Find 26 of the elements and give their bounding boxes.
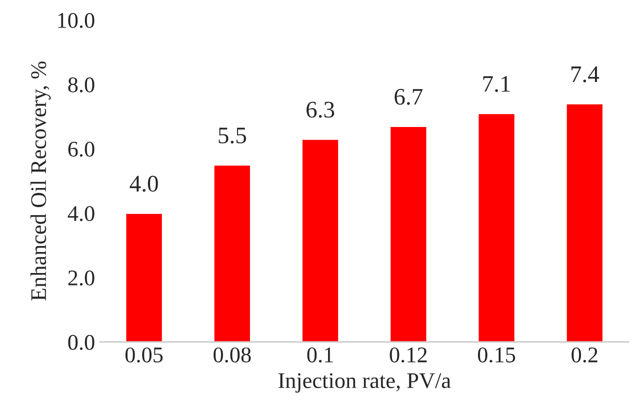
bar <box>212 164 252 342</box>
data-label: 6.3 <box>306 102 334 118</box>
y-tick-label: 6.0 <box>68 142 94 157</box>
bar <box>565 103 604 342</box>
data-label: 4.0 <box>130 176 158 192</box>
data-label: 6.7 <box>394 88 422 105</box>
y-tick-label: 2.0 <box>68 270 94 286</box>
bar <box>477 112 516 342</box>
y-tick-label: 0.0 <box>68 334 94 350</box>
y-axis-title: Enhanced Oil Recovery, % <box>30 62 51 301</box>
x-tick-label: 0.08 <box>214 347 251 363</box>
data-label: 5.5 <box>218 128 246 144</box>
y-tick-label: 4.0 <box>68 206 94 222</box>
x-axis-title: Injection rate, PV/a <box>278 373 451 393</box>
x-tick-label: 0.1 <box>307 347 333 363</box>
bar <box>301 138 340 342</box>
data-label: 7.4 <box>571 66 600 82</box>
x-tick-label: 0.15 <box>478 347 516 363</box>
y-tick-label: 8.0 <box>68 77 94 92</box>
bar <box>389 126 428 342</box>
x-tick-label: 0.2 <box>572 347 598 363</box>
x-tick-label: 0.12 <box>390 347 427 363</box>
y-tick-label: 10.0 <box>58 12 94 28</box>
data-label: 7.1 <box>483 76 510 92</box>
x-tick-label: 0.05 <box>125 347 163 363</box>
bar <box>124 212 164 342</box>
